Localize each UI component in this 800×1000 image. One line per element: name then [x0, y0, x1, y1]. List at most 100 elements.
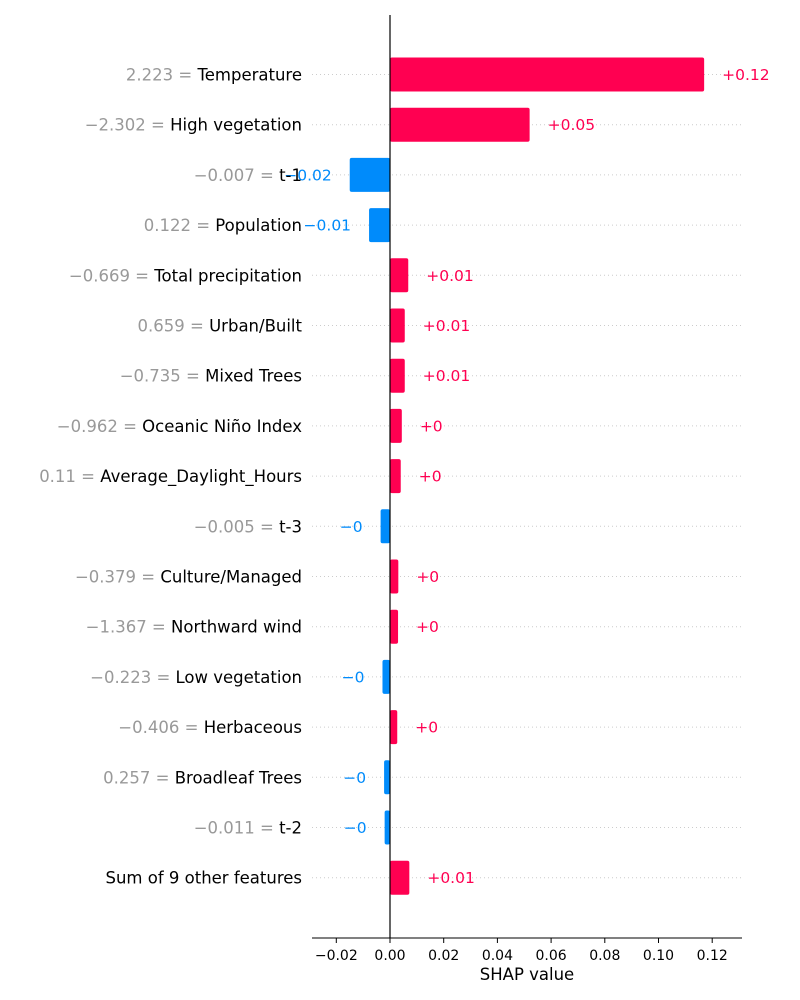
feature-name: Total precipitation — [153, 266, 302, 285]
feature-value: 0.257 = — [103, 768, 175, 787]
feature-name: Population — [215, 216, 302, 235]
feature-value: −0.011 = — [194, 819, 279, 838]
feature-label: 0.659 = Urban/Built — [138, 317, 303, 336]
feature-name: Sum of 9 other features — [105, 869, 302, 888]
bar-value-label: +0.01 — [423, 367, 471, 385]
feature-name: High vegetation — [170, 116, 302, 135]
bar-13 — [382, 659, 390, 694]
x-tick-label: −0.02 — [315, 948, 358, 964]
bar-value-label: +0.05 — [548, 116, 596, 134]
feature-label: −0.669 = Total precipitation — [69, 266, 302, 285]
bar-value-label: +0 — [416, 568, 439, 586]
x-tick-label: 0.12 — [697, 948, 728, 964]
bars-group — [349, 57, 705, 895]
bar-labels-group: +0.12 +0.05 −0.02 −0.01 +0.01 +0.01 +0.01 +0 +0 −… — [284, 66, 769, 887]
x-axis: −0.02 0.00 0.02 0.04 0.06 0.08 0.10 0.12 SHAP v… — [312, 937, 742, 984]
feature-value: −1.367 = — [86, 618, 171, 637]
feature-name: t-2 — [279, 819, 302, 838]
feature-value: −0.406 = — [118, 718, 203, 737]
feature-label: 0.257 = Broadleaf Trees — [103, 768, 302, 787]
bar-4 — [369, 208, 390, 243]
feature-labels-group: 2.223 = Temperature −2.302 = High vegetat… — [39, 66, 302, 888]
feature-name: Northward wind — [171, 618, 302, 637]
bar-value-label: −0.01 — [304, 217, 352, 235]
bar-value-label: +0.01 — [427, 869, 475, 887]
feature-name: Herbaceous — [204, 718, 302, 737]
bar-value-label: −0 — [342, 668, 365, 686]
feature-label: −1.367 = Northward wind — [86, 618, 302, 637]
bar-7 — [390, 358, 405, 393]
x-axis-title: SHAP value — [480, 965, 574, 984]
bar-value-label: +0 — [415, 719, 438, 737]
bar-1 — [390, 57, 705, 92]
x-tick-label: 0.06 — [536, 948, 567, 964]
bar-5 — [390, 258, 409, 293]
feature-value: −0.669 = — [69, 266, 154, 285]
feature-label: 2.223 = Temperature — [126, 66, 302, 85]
feature-label: −0.735 = Mixed Trees — [120, 367, 302, 386]
feature-value: 0.122 = — [144, 216, 216, 235]
feature-label: −0.379 = Culture/Managed — [75, 568, 302, 587]
feature-value: −0.379 = — [75, 568, 160, 587]
bar-6 — [390, 308, 405, 343]
feature-label: 0.122 = Population — [144, 216, 302, 235]
feature-name: t-3 — [279, 517, 302, 536]
feature-name: Low vegetation — [176, 668, 302, 687]
feature-label: −0.223 = Low vegetation — [90, 668, 302, 687]
bar-9 — [390, 459, 401, 494]
feature-name: Average_Daylight_Hours — [100, 467, 302, 487]
feature-value: −0.007 = — [194, 166, 279, 185]
bar-15 — [384, 760, 390, 795]
feature-value: 2.223 = — [126, 66, 198, 85]
bar-3 — [349, 157, 390, 192]
bar-8 — [390, 408, 402, 443]
feature-label: −0.011 = t-2 — [194, 819, 302, 838]
bar-12 — [390, 609, 399, 644]
bar-17 — [390, 860, 410, 895]
bar-value-label: +0 — [420, 417, 443, 435]
feature-value: 0.11 = — [39, 467, 100, 486]
row-gridlines — [312, 74, 742, 879]
bar-11 — [390, 559, 399, 594]
feature-value: 0.659 = — [138, 317, 210, 336]
bar-value-label: −0.02 — [284, 166, 332, 184]
feature-label: −0.005 = t-3 — [194, 517, 302, 536]
bar-14 — [390, 710, 398, 745]
feature-name: Culture/Managed — [160, 568, 302, 587]
bar-value-label: +0.12 — [722, 66, 770, 84]
feature-value: −0.223 = — [90, 668, 175, 687]
bar-value-label: +0.01 — [426, 267, 474, 285]
feature-name: t-1 — [279, 166, 302, 185]
feature-label: 0.11 = Average_Daylight_Hours — [39, 467, 302, 487]
x-tick-label: 0.08 — [589, 948, 620, 964]
bar-value-label: −0 — [344, 819, 367, 837]
x-tick-label: 0.02 — [428, 948, 459, 964]
feature-name: Oceanic Niño Index — [142, 417, 302, 436]
feature-name: Broadleaf Trees — [175, 768, 302, 787]
bar-value-label: +0 — [416, 618, 439, 636]
feature-label: Sum of 9 other features — [105, 869, 302, 888]
bar-value-label: −0 — [343, 769, 366, 787]
bar-value-label: −0 — [340, 518, 363, 536]
x-tick-label: 0.04 — [482, 948, 513, 964]
feature-value: −0.962 = — [57, 417, 142, 436]
feature-value: −0.005 = — [194, 517, 279, 536]
feature-name: Mixed Trees — [205, 367, 302, 386]
feature-name: Urban/Built — [209, 317, 302, 336]
x-ticks-group: −0.02 0.00 0.02 0.04 0.06 0.08 0.10 0.12 — [315, 938, 728, 964]
feature-label: −0.962 = Oceanic Niño Index — [57, 417, 302, 436]
x-tick-label: 0.00 — [374, 948, 405, 964]
feature-value: −0.735 = — [120, 367, 205, 386]
x-tick-label: 0.10 — [643, 948, 674, 964]
bar-value-label: +0 — [419, 468, 442, 486]
feature-value: −2.302 = — [85, 116, 170, 135]
bar-16 — [384, 810, 390, 845]
bar-10 — [380, 509, 390, 544]
feature-label: −2.302 = High vegetation — [85, 116, 302, 135]
feature-name: Temperature — [196, 66, 302, 85]
bar-2 — [390, 107, 530, 142]
feature-label: −0.007 = t-1 — [194, 166, 302, 185]
feature-label: −0.406 = Herbaceous — [118, 718, 302, 737]
bar-value-label: +0.01 — [423, 317, 471, 335]
